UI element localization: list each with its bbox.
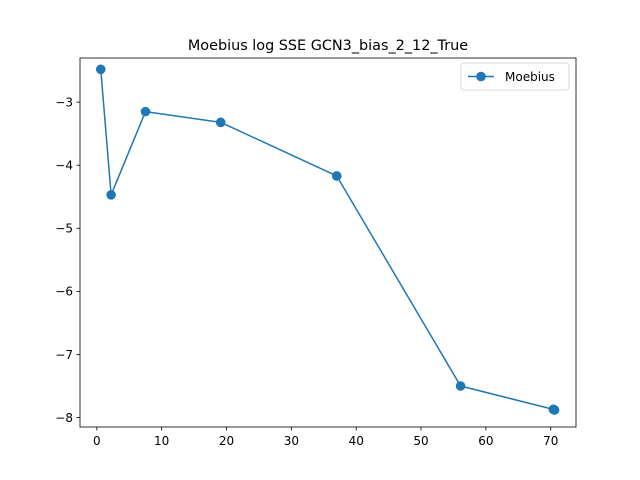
y-tick-label: −8 — [55, 411, 73, 425]
x-tick-label: 30 — [284, 434, 299, 448]
data-point — [455, 381, 466, 391]
chart-title: Moebius log SSE GCN3_bias_2_12_True — [188, 38, 468, 54]
data-point — [549, 405, 560, 415]
y-tick-label: −7 — [55, 348, 73, 362]
x-tick-label: 20 — [219, 434, 234, 448]
legend-marker — [476, 71, 486, 82]
legend: Moebius — [460, 62, 570, 91]
data-point — [95, 64, 106, 75]
data-point — [331, 171, 342, 181]
legend-box — [460, 62, 570, 91]
x-tick-label: 0 — [93, 434, 101, 448]
data-point — [106, 190, 116, 200]
x-tick-label: 40 — [349, 434, 364, 448]
y-tick-label: −4 — [55, 159, 73, 173]
data-point — [215, 117, 226, 128]
legend-label: Moebius — [505, 70, 555, 84]
x-tick-label: 70 — [543, 434, 558, 448]
plot-area — [95, 64, 560, 415]
y-tick-label: −5 — [55, 222, 73, 236]
y-tick-label: −3 — [55, 95, 73, 109]
y-tick-label: −6 — [55, 285, 73, 299]
x-tick-label: 60 — [478, 434, 493, 448]
data-point — [140, 106, 151, 117]
x-tick-label: 10 — [154, 434, 169, 448]
axes: 0 10 20 30 40 50 60 70 −8 −7 −6 −5 −4 −3 — [55, 57, 577, 448]
axes-frame — [79, 57, 577, 428]
x-tick-label: 50 — [413, 434, 428, 448]
series-line-0 — [99, 68, 556, 411]
